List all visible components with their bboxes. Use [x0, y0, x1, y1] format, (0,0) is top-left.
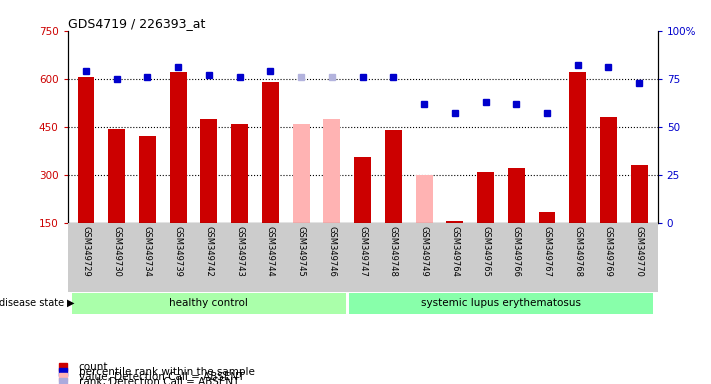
Bar	[139, 136, 156, 223]
Bar	[416, 175, 432, 223]
Text: disease state: disease state	[0, 298, 64, 308]
Text: GSM349764: GSM349764	[450, 226, 459, 277]
Bar	[77, 77, 95, 223]
Text: GDS4719 / 226393_at: GDS4719 / 226393_at	[68, 17, 205, 30]
Bar	[170, 72, 187, 223]
Bar	[631, 165, 648, 223]
Text: count: count	[79, 362, 108, 372]
Bar	[570, 72, 586, 223]
Bar	[477, 172, 494, 223]
Text: rank, Detection Call = ABSENT: rank, Detection Call = ABSENT	[79, 377, 239, 384]
Text: GSM349734: GSM349734	[143, 226, 152, 277]
Text: GSM349742: GSM349742	[205, 226, 213, 277]
Bar	[324, 119, 341, 223]
Text: GSM349744: GSM349744	[266, 226, 275, 277]
Text: GSM349746: GSM349746	[327, 226, 336, 277]
Text: systemic lupus erythematosus: systemic lupus erythematosus	[421, 298, 581, 308]
Text: GSM349765: GSM349765	[481, 226, 490, 277]
Bar	[447, 221, 464, 223]
Text: percentile rank within the sample: percentile rank within the sample	[79, 367, 255, 377]
Bar	[354, 157, 371, 223]
Text: GSM349745: GSM349745	[296, 226, 306, 277]
Bar	[108, 129, 125, 223]
Bar	[538, 212, 555, 223]
Text: GSM349747: GSM349747	[358, 226, 367, 277]
Text: GSM349748: GSM349748	[389, 226, 398, 277]
Bar	[293, 124, 309, 223]
Text: GSM349749: GSM349749	[419, 226, 429, 277]
Bar	[385, 130, 402, 223]
Bar	[262, 82, 279, 223]
Bar	[231, 124, 248, 223]
Text: GSM349768: GSM349768	[573, 226, 582, 277]
Text: GSM349730: GSM349730	[112, 226, 121, 277]
Bar	[508, 168, 525, 223]
Text: value, Detection Call = ABSENT: value, Detection Call = ABSENT	[79, 372, 244, 382]
Bar	[201, 119, 218, 223]
Text: GSM349766: GSM349766	[512, 226, 520, 277]
Bar	[72, 293, 346, 314]
Text: healthy control: healthy control	[169, 298, 248, 308]
Text: ▶: ▶	[67, 298, 75, 308]
Text: GSM349769: GSM349769	[604, 226, 613, 277]
Text: GSM349767: GSM349767	[542, 226, 552, 277]
Text: GSM349729: GSM349729	[82, 226, 90, 277]
Text: GSM349743: GSM349743	[235, 226, 244, 277]
Text: GSM349770: GSM349770	[635, 226, 643, 277]
Bar	[349, 293, 653, 314]
Text: GSM349739: GSM349739	[173, 226, 183, 277]
Bar	[600, 117, 617, 223]
